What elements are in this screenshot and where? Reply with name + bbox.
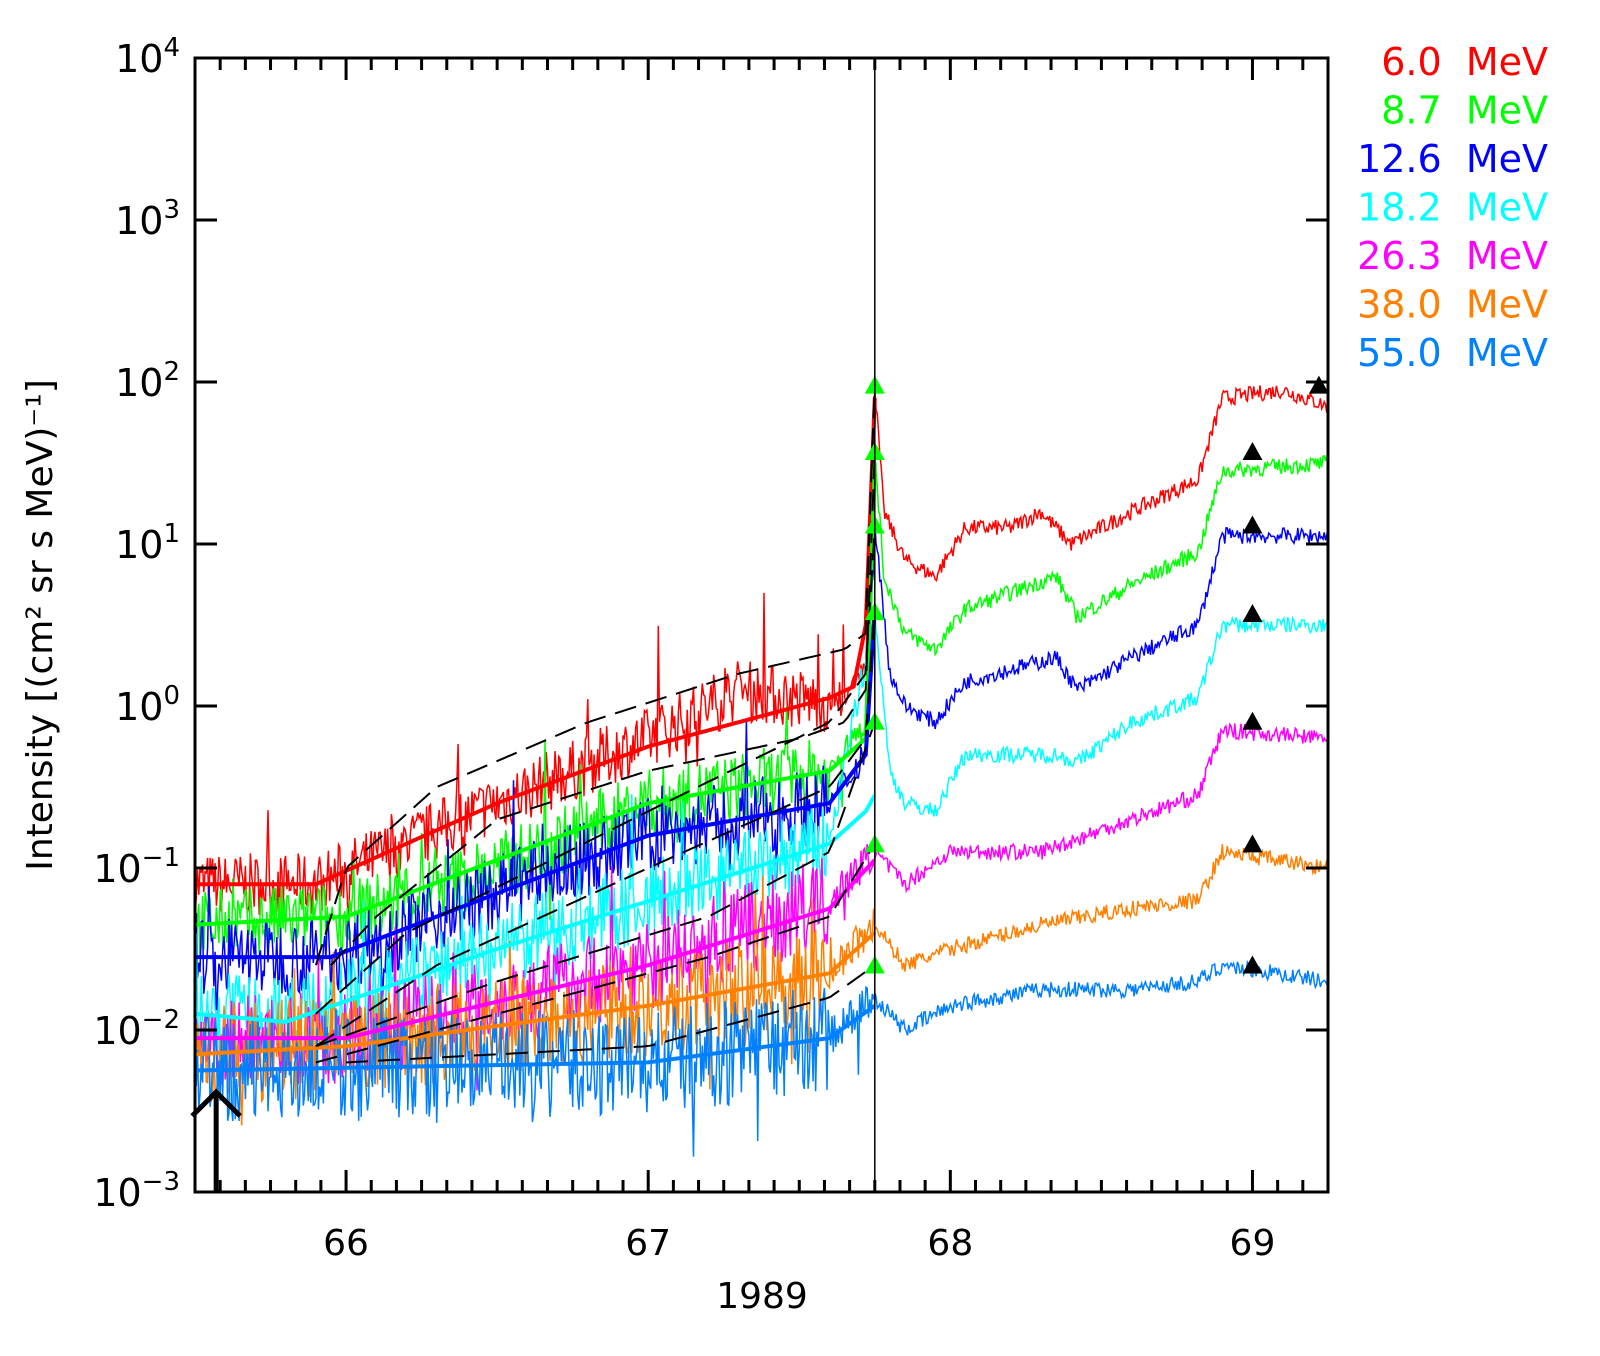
model-curve-2 (315, 527, 876, 1015)
fit-line-6 (194, 1004, 876, 1073)
plateau-marker-0 (1308, 375, 1329, 394)
series-line-6 (194, 959, 1329, 1157)
y-tick-base: 10 (115, 361, 163, 405)
legend-entry-6: 55.0 MeV (1357, 331, 1548, 375)
y-tick-exponent: −3 (142, 1167, 180, 1197)
x-tick-label: 67 (625, 1223, 671, 1264)
x-tick-label: 68 (927, 1223, 973, 1264)
legend-entry-4: 26.3 MeV (1357, 234, 1548, 278)
model-curve-1 (330, 451, 876, 966)
y-tick-label: 101 (115, 519, 180, 567)
fit-line-3 (194, 794, 877, 1024)
y-tick-exponent: 3 (163, 195, 180, 225)
legend-entry-3: 18.2 MeV (1357, 186, 1548, 230)
y-tick-base: 10 (115, 523, 163, 567)
y-tick-base: 10 (93, 1009, 141, 1053)
fit-line-2 (195, 608, 877, 960)
plot-frame (193, 56, 1330, 1194)
legend-entry-0: 6.0 MeV (1381, 40, 1548, 84)
y-tick-exponent: 2 (163, 357, 180, 387)
model-curve-6 (346, 964, 876, 1064)
fit-line-5 (194, 931, 877, 1057)
fit-line-1 (194, 462, 877, 927)
legend-entry-1: 8.7 MeV (1381, 89, 1548, 133)
y-tick-exponent: 1 (163, 519, 180, 549)
data-layer (194, 375, 1329, 1157)
model-curve-3 (315, 608, 876, 1048)
y-tick-base: 10 (93, 847, 141, 891)
model-curve-4 (315, 721, 876, 1048)
y-tick-base: 10 (115, 37, 163, 81)
y-tick-label: 100 (115, 681, 180, 729)
y-tick-base: 10 (93, 1171, 141, 1215)
y-tick-base: 10 (115, 685, 163, 729)
y-tick-label: 10−3 (93, 1167, 180, 1215)
y-tick-exponent: −2 (142, 1005, 180, 1035)
plateau-marker-2 (1242, 515, 1263, 534)
y-tick-label: 10−1 (93, 843, 180, 891)
axes: 66 67 68 69198910410310210110010−110−210−3I… (20, 33, 1330, 1317)
y-tick-label: 103 (115, 195, 180, 243)
x-tick-label: 69 (1230, 1223, 1276, 1264)
model-curve-5 (315, 843, 876, 1064)
arrow-up-icon (190, 1088, 242, 1192)
y-tick-exponent: −1 (142, 843, 180, 873)
model-curve-0 (314, 381, 876, 966)
y-tick-base: 10 (115, 199, 163, 243)
series-line-1 (194, 451, 1329, 958)
plateau-marker-1 (1242, 441, 1263, 460)
x-axis-label: 1989 (716, 1276, 808, 1317)
y-tick-exponent: 0 (163, 681, 180, 711)
plateau-marker-5 (1242, 834, 1263, 853)
y-tick-label: 102 (115, 357, 180, 405)
y-tick-exponent: 4 (163, 33, 180, 63)
legend-entry-5: 38.0 MeV (1357, 283, 1548, 327)
plateau-marker-4 (1242, 711, 1263, 730)
plateau-marker-6 (1242, 955, 1263, 974)
x-tick-label: 66 (323, 1223, 369, 1264)
y-tick-label: 104 (115, 33, 180, 81)
y-tick-label: 10−2 (93, 1005, 180, 1053)
series-line-0 (194, 385, 1329, 939)
y-axis-label: Intensity [(cm² sr s MeV)⁻¹] (20, 379, 61, 871)
plateau-marker-3 (1242, 603, 1263, 622)
legend-entry-2: 12.6 MeV (1357, 137, 1548, 181)
